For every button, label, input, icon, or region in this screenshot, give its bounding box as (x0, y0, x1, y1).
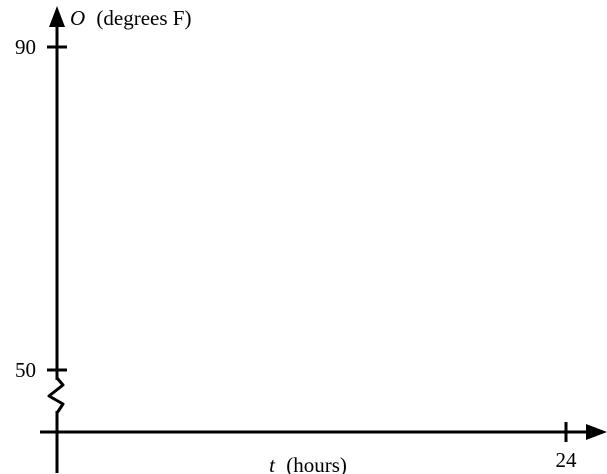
axes (40, 6, 607, 473)
y-axis-label: O (degrees F) (70, 6, 191, 30)
x-axis-arrowhead (586, 424, 607, 440)
y-tick-label-90: 90 (15, 35, 36, 59)
y-axis-break-zigzag (47, 377, 65, 414)
x-axis-label: t (hours) (269, 453, 347, 474)
y-axis-unit: (degrees F) (96, 6, 191, 30)
x-axis-unit: (hours) (286, 453, 347, 474)
x-axis-symbol: t (269, 453, 276, 474)
y-tick-label-50: 50 (15, 358, 36, 382)
ticks: 90 50 24 (15, 35, 577, 472)
x-tick-label-24: 24 (556, 448, 578, 472)
y-axis-arrowhead (49, 6, 65, 27)
y-axis-symbol: O (70, 6, 85, 30)
labels: O (degrees F) t (hours) (70, 6, 347, 474)
